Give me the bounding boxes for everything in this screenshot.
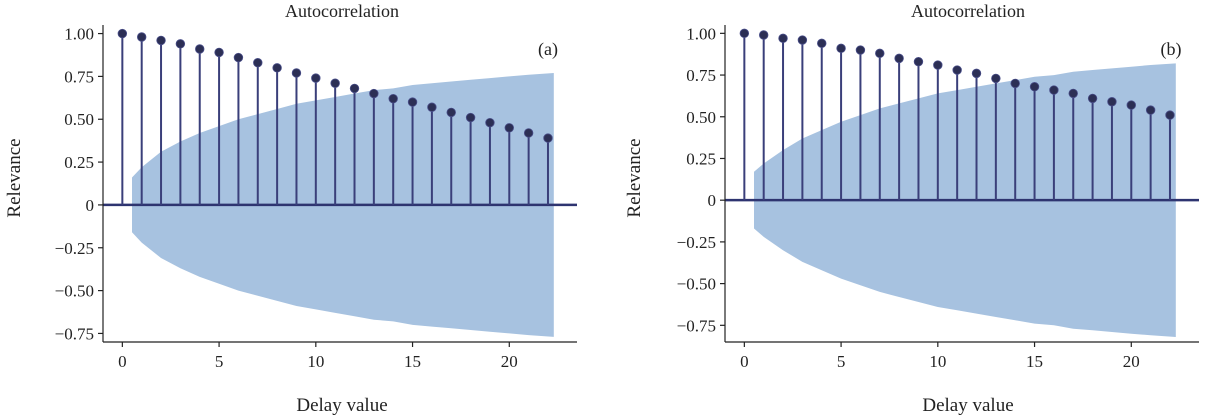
stem-layer — [739, 28, 1175, 201]
x-tick-label: 5 — [837, 352, 846, 371]
chart-panel-b: Autocorrelation Relevance Delay value (b… — [624, 1, 1199, 416]
x-tick-label: 20 — [1123, 352, 1140, 371]
stem-marker — [214, 47, 224, 58]
stem-marker — [739, 28, 750, 39]
axes-layer — [102, 25, 577, 343]
stem-marker — [836, 43, 846, 54]
stem-marker — [369, 88, 379, 99]
x-tick-label: 20 — [501, 352, 518, 371]
y-tick-layer: 1.00 0.75 0.50 0.25 0 −0.25 −0.50 −0.75 — [55, 25, 103, 343]
stem-layer — [117, 28, 553, 205]
y-tick-label: 0.75 — [64, 67, 94, 86]
y-tick-label: −0.50 — [677, 275, 716, 294]
panel-label: (b) — [1161, 39, 1182, 60]
stem-marker — [311, 73, 321, 83]
y-tick-label: −0.50 — [55, 282, 94, 301]
stem-marker — [1068, 88, 1078, 99]
y-axis-label: Relevance — [624, 138, 645, 217]
y-tick-label: −0.75 — [677, 316, 716, 335]
stem-marker — [195, 44, 205, 54]
chart-title: Autocorrelation — [911, 1, 1025, 21]
stem-marker — [758, 30, 769, 40]
stem-marker — [136, 32, 147, 42]
panel-label: (a) — [538, 39, 558, 60]
stem-marker — [117, 28, 128, 39]
stem-marker — [797, 35, 808, 45]
stem-marker — [952, 65, 962, 75]
stem-marker — [817, 38, 827, 49]
y-tick-label: 0.25 — [64, 153, 94, 172]
x-tick-label: 0 — [118, 352, 127, 371]
y-tick-label: 0.75 — [686, 66, 716, 85]
stem-marker — [913, 57, 924, 67]
stem-marker — [1049, 85, 1059, 95]
stem-marker — [543, 133, 553, 143]
stem-marker — [446, 107, 456, 118]
stem-marker — [407, 97, 418, 107]
x-axis-label: Delay value — [922, 395, 1013, 416]
stem-marker — [253, 57, 263, 68]
stem-marker — [330, 78, 340, 88]
stem-marker — [349, 83, 360, 94]
stem-marker — [523, 128, 534, 138]
stem-marker — [427, 102, 437, 112]
y-axis-label: Relevance — [4, 138, 25, 217]
x-axis-label: Delay value — [296, 395, 387, 416]
x-tick-label: 5 — [215, 352, 224, 371]
stem-marker — [504, 123, 514, 133]
stem-marker — [1165, 110, 1175, 120]
stem-marker — [894, 53, 904, 64]
x-tick-label: 10 — [307, 352, 324, 371]
stem-marker — [485, 117, 495, 128]
stem-marker — [1087, 93, 1098, 104]
y-tick-label: 0.50 — [64, 110, 94, 129]
y-tick-label: −0.75 — [55, 324, 94, 343]
stem-marker — [855, 45, 866, 55]
x-tick-label: 10 — [929, 352, 946, 371]
y-tick-label: 0 — [86, 196, 95, 215]
stem-marker — [175, 39, 186, 49]
chart-panel-a: Autocorrelation Relevance Delay value (a… — [4, 1, 577, 416]
stem-marker — [875, 48, 885, 59]
y-tick-label: 0 — [708, 191, 717, 210]
y-tick-label: 0.50 — [686, 108, 716, 127]
stem-marker — [465, 112, 476, 123]
y-tick-label: 1.00 — [686, 24, 716, 43]
stem-marker — [272, 63, 282, 73]
stem-marker — [991, 73, 1001, 84]
x-tick-label: 0 — [740, 352, 749, 371]
stem-marker — [1107, 97, 1117, 107]
y-tick-label: −0.25 — [55, 239, 94, 258]
stem-marker — [1010, 78, 1020, 89]
x-tick-label: 15 — [404, 352, 421, 371]
y-tick-label: 0.25 — [686, 149, 716, 168]
axes-layer — [724, 25, 1199, 343]
stem-marker — [291, 68, 302, 78]
stem-marker — [156, 35, 166, 46]
y-tick-layer: 1.00 0.75 0.50 0.25 0 −0.25 −0.50 −0.75 — [677, 24, 725, 335]
stem-marker — [388, 93, 398, 104]
stem-marker — [971, 68, 982, 79]
x-tick-layer: 0 5 10 15 20 — [740, 342, 1140, 371]
stem-marker — [233, 52, 244, 63]
y-tick-label: −0.25 — [677, 233, 716, 252]
stem-marker — [1145, 105, 1156, 115]
stem-marker — [933, 60, 943, 70]
stem-marker — [1029, 82, 1040, 92]
x-tick-layer: 0 5 10 15 20 — [118, 342, 518, 371]
chart-title: Autocorrelation — [285, 1, 399, 21]
stem-marker — [1126, 100, 1136, 110]
x-tick-label: 15 — [1026, 352, 1043, 371]
y-tick-label: 1.00 — [64, 25, 94, 44]
stem-marker — [778, 33, 788, 44]
